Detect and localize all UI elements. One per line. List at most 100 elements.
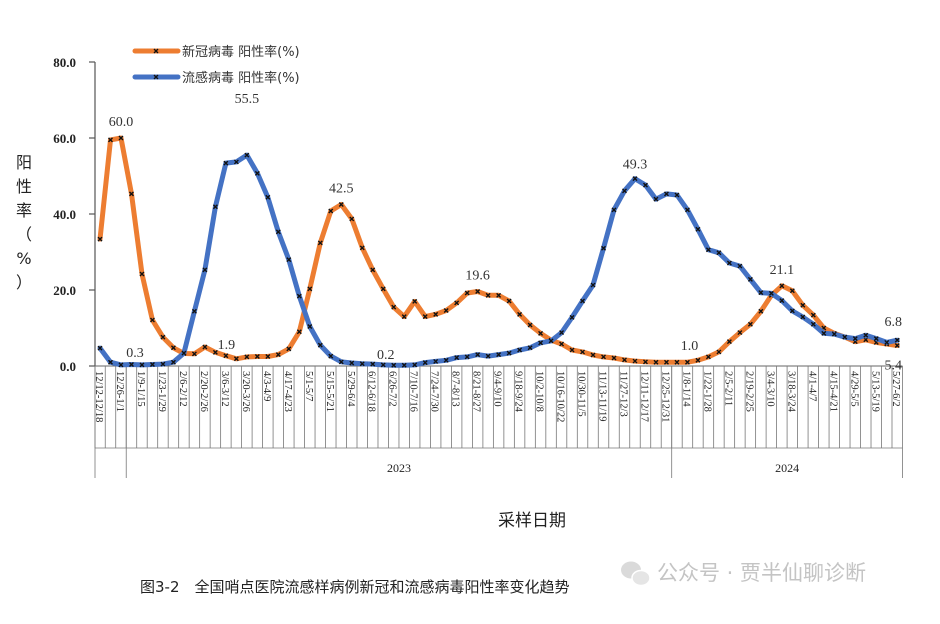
- data-point-marker: [506, 298, 512, 304]
- data-point-marker: [328, 353, 334, 359]
- data-point-marker: [160, 334, 166, 340]
- data-point-marker: [391, 362, 397, 368]
- x-tick-label: 3/4-3/10: [764, 371, 775, 407]
- data-label: 0.2: [377, 348, 395, 363]
- data-point-marker: [118, 362, 124, 368]
- x-tick-label: 2/5-2/11: [722, 371, 733, 406]
- data-point-marker: [517, 347, 523, 353]
- data-point-marker: [842, 334, 848, 340]
- y-tick-label: 60.0: [53, 131, 76, 146]
- data-label: 1.9: [218, 338, 236, 353]
- data-point-marker: [863, 332, 869, 338]
- data-point-marker: [380, 362, 386, 368]
- data-point-marker: [338, 202, 344, 207]
- data-labels: 60.0 0.3 1.9 55.5 42.5 0.2 19.6 49.3 1.0 21.1 6.8 5…: [109, 92, 902, 373]
- x-tick-label: 11/27-12/3: [618, 371, 629, 417]
- data-point-marker: [894, 337, 900, 343]
- data-point-marker: [789, 308, 795, 314]
- data-point-marker: [422, 314, 428, 320]
- data-point-marker: [160, 361, 166, 367]
- data-point-marker: [128, 361, 134, 367]
- data-point-marker: [580, 298, 586, 304]
- data-point-marker: [254, 354, 260, 359]
- data-point-marker: [779, 298, 785, 304]
- data-point-marker: [223, 353, 229, 359]
- data-point-marker: [852, 336, 858, 342]
- data-point-marker: [401, 362, 407, 368]
- data-point-marker: [726, 260, 732, 266]
- data-point-marker: [475, 289, 481, 295]
- x-tick-label: 5/27-6/2: [890, 371, 901, 407]
- data-point-marker: [758, 308, 764, 314]
- legend-marker: [153, 74, 159, 80]
- data-point-marker: [202, 267, 208, 273]
- data-point-marker: [254, 170, 260, 176]
- data-point-marker: [307, 286, 313, 292]
- y-tick-label: 20.0: [53, 283, 76, 298]
- data-point-marker: [601, 245, 607, 251]
- data-point-marker: [349, 216, 355, 222]
- data-point-marker: [569, 314, 575, 320]
- data-point-marker: [107, 137, 113, 143]
- data-point-marker: [884, 339, 890, 345]
- data-point-marker: [317, 342, 323, 348]
- x-tick-label: 10/2-10/8: [534, 371, 545, 412]
- x-tick-label: 5/15-5/21: [324, 371, 335, 412]
- data-point-marker: [454, 300, 460, 306]
- x-tick-label: 2/20-2/26: [198, 371, 209, 412]
- x-tick-label: 4/15-4/21: [827, 371, 838, 412]
- data-point-marker: [233, 356, 239, 362]
- data-point-marker: [496, 352, 502, 358]
- x-tick-label: 5/29-6/4: [345, 371, 356, 407]
- data-point-marker: [170, 359, 176, 365]
- legend-marker: [153, 48, 159, 54]
- y-axis-title-char: 性: [16, 177, 32, 196]
- data-point-marker: [590, 352, 596, 358]
- data-point-marker: [191, 308, 197, 314]
- data-point-marker: [212, 349, 218, 355]
- x-tick-label: 12/12-12/18: [93, 371, 104, 422]
- data-point-marker: [139, 362, 145, 368]
- x-tick-label: 2/19-2/25: [743, 371, 754, 412]
- x-tick-label: 8/21-8/27: [471, 371, 482, 412]
- data-point-marker: [286, 257, 292, 263]
- data-point-marker: [527, 345, 533, 351]
- data-point-marker: [286, 346, 292, 352]
- data-point-marker: [642, 359, 648, 365]
- data-point-marker: [149, 317, 155, 323]
- x-tick-label: 1/23-1/29: [156, 371, 167, 412]
- data-point-marker: [622, 357, 627, 363]
- y-axis-title-char: ）: [16, 273, 32, 292]
- data-point-marker: [538, 340, 544, 346]
- data-point-marker: [726, 339, 732, 345]
- data-label: 42.5: [329, 182, 354, 197]
- data-point-marker: [485, 353, 491, 359]
- data-point-marker: [97, 345, 103, 351]
- data-point-marker: [401, 314, 407, 320]
- data-point-marker: [611, 207, 617, 213]
- year-label: 2023: [387, 461, 411, 475]
- y-tick-label: 0.0: [60, 359, 76, 374]
- data-label: 60.0: [109, 115, 134, 130]
- data-point-marker: [370, 267, 376, 273]
- x-tick-label: 1/9-1/15: [135, 371, 146, 407]
- series-line-covid: [97, 135, 900, 365]
- data-label: 21.1: [770, 263, 795, 278]
- data-point-marker: [359, 245, 365, 251]
- data-point-marker: [454, 355, 460, 361]
- data-point-marker: [380, 286, 386, 292]
- x-tick-label: 7/10-7/16: [408, 371, 419, 412]
- data-label: 1.0: [681, 339, 699, 354]
- data-point-marker: [443, 308, 449, 314]
- data-point-marker: [768, 290, 774, 296]
- data-point-marker: [181, 350, 187, 356]
- data-point-marker: [223, 160, 229, 166]
- x-tick-label: 10/16-10/22: [555, 371, 566, 422]
- legend-label: 新冠病毒 阳性率(%): [182, 44, 300, 60]
- data-point-marker: [548, 338, 554, 344]
- data-point-marker: [202, 344, 208, 350]
- data-point-marker: [810, 321, 816, 327]
- year-label: 2024: [775, 461, 799, 475]
- x-tick-label: 7/24-7/30: [429, 371, 440, 412]
- x-tick-label: 1/8-1/14: [680, 371, 691, 407]
